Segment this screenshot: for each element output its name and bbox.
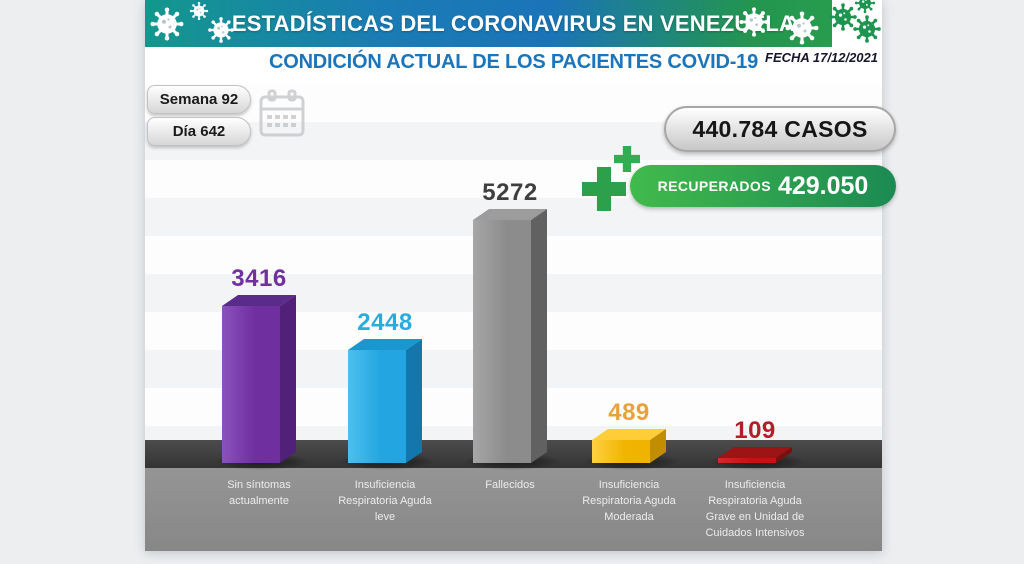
bar-value-ira-moderada: 489 (608, 399, 650, 426)
bar-side (650, 429, 666, 463)
virus-icon (189, 1, 209, 21)
bar-top (222, 295, 296, 306)
bar-top (718, 447, 792, 458)
bar-value-sin-sintomas: 3416 (231, 265, 287, 292)
chart-floor-front (145, 468, 882, 551)
bar-label-ira-grave-uci: Insuficiencia Respiratoria Aguda Grave e… (705, 479, 805, 539)
virus-icon (852, 14, 882, 44)
corner-decoration (832, 0, 882, 47)
bar-value-fallecidos: 5272 (482, 179, 538, 206)
week-badge: Semana 92 (147, 85, 251, 114)
bar-front (473, 220, 531, 463)
bar-front (222, 306, 280, 463)
bar-front (592, 440, 650, 463)
bar-ira-moderada (592, 429, 666, 463)
bar-side (280, 295, 296, 463)
recovered-value: 429.050 (777, 171, 869, 200)
bar-side (531, 209, 547, 463)
bar-ira-grave-uci (718, 447, 792, 463)
bar-value-ira-leve: 2448 (357, 309, 413, 336)
infographic-canvas: ESTADÍSTICAS DEL CORONAVIRUS EN VENEZUEL… (145, 0, 896, 551)
recovered-badge: RECUPERADOS 429.050 (630, 165, 896, 207)
virus-icon (854, 0, 876, 14)
bar-label-ira-leve: Insuficiencia Respiratoria Aguda leve (338, 479, 432, 523)
bar-fallecidos (473, 209, 547, 463)
recovered-label: RECUPERADOS (657, 178, 771, 194)
bar-front (718, 458, 776, 463)
date-label: FECHA 17/12/2021 (765, 50, 878, 65)
bar-label-sin-sintomas: Sin síntomas actualmente (227, 479, 291, 507)
banner-title: ESTADÍSTICAS DEL CORONAVIRUS EN VENEZUEL… (231, 10, 796, 36)
day-badge: Día 642 (147, 117, 251, 146)
bar-side (406, 339, 422, 463)
page-title: CONDICIÓN ACTUAL DE LOS PACIENTES COVID-… (268, 51, 759, 73)
calendar-icon (259, 89, 305, 137)
bar-label-fallecidos: Fallecidos (485, 479, 535, 491)
bar-top (473, 209, 547, 220)
bar-top (592, 429, 666, 440)
virus-icon (207, 16, 235, 44)
bar-sin-sintomas (222, 295, 296, 463)
header-banner: ESTADÍSTICAS DEL CORONAVIRUS EN VENEZUEL… (145, 0, 882, 47)
virus-icon (784, 10, 820, 46)
cases-badge: 440.784 CASOS (664, 106, 896, 152)
virus-icon (149, 6, 185, 42)
bar-ira-leve (348, 339, 422, 463)
virus-icon (738, 6, 770, 38)
bar-value-ira-grave-uci: 109 (734, 417, 776, 444)
bar-top (348, 339, 422, 350)
bar-front (348, 350, 406, 463)
bar-label-ira-moderada: Insuficiencia Respiratoria Aguda Moderad… (582, 479, 676, 523)
